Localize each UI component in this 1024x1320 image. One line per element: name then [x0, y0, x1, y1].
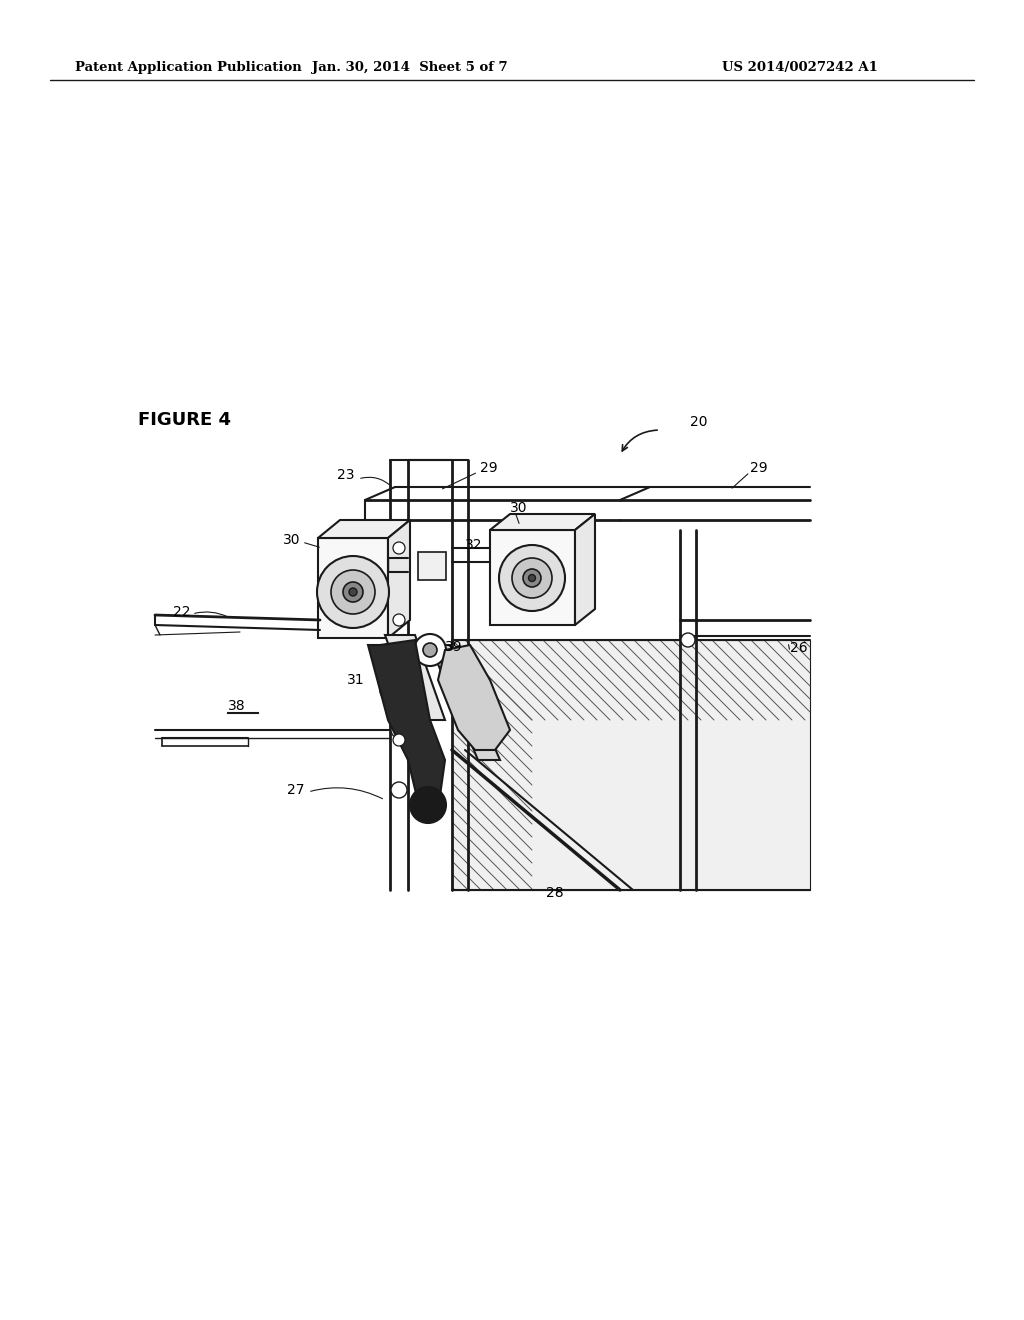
Polygon shape: [452, 640, 810, 890]
Text: FIGURE 4: FIGURE 4: [138, 411, 231, 429]
Circle shape: [523, 569, 541, 587]
Circle shape: [391, 781, 407, 799]
Text: 30: 30: [510, 502, 527, 515]
Text: 39: 39: [445, 640, 463, 653]
Circle shape: [414, 634, 446, 667]
Bar: [318, 539, 388, 638]
Circle shape: [386, 686, 394, 694]
Text: 20: 20: [690, 414, 708, 429]
Text: 30: 30: [283, 533, 300, 546]
Polygon shape: [575, 513, 595, 624]
Text: 22: 22: [172, 605, 190, 619]
Text: Jan. 30, 2014  Sheet 5 of 7: Jan. 30, 2014 Sheet 5 of 7: [312, 62, 508, 74]
Polygon shape: [430, 645, 500, 760]
Circle shape: [380, 680, 400, 700]
Polygon shape: [388, 520, 410, 638]
Bar: [490, 531, 575, 624]
Circle shape: [343, 582, 362, 602]
Text: 28: 28: [546, 886, 564, 900]
Circle shape: [349, 587, 357, 597]
Circle shape: [393, 614, 406, 626]
Circle shape: [393, 734, 406, 746]
Circle shape: [393, 543, 406, 554]
Text: 23: 23: [338, 469, 355, 482]
Circle shape: [410, 787, 446, 822]
Text: 32: 32: [465, 539, 482, 552]
Text: 31: 31: [347, 673, 365, 686]
Circle shape: [681, 634, 695, 647]
Polygon shape: [318, 520, 410, 539]
Bar: [418, 552, 446, 579]
Text: 29: 29: [480, 461, 498, 475]
Circle shape: [528, 574, 536, 582]
Text: 26: 26: [790, 642, 808, 655]
Circle shape: [317, 556, 389, 628]
Polygon shape: [385, 635, 445, 719]
Circle shape: [499, 545, 565, 611]
Circle shape: [512, 558, 552, 598]
Polygon shape: [368, 640, 445, 810]
Text: Patent Application Publication: Patent Application Publication: [75, 62, 302, 74]
Text: 29: 29: [750, 461, 768, 475]
Circle shape: [391, 722, 407, 738]
Circle shape: [331, 570, 375, 614]
Text: 38: 38: [228, 700, 246, 713]
Text: 27: 27: [288, 783, 305, 797]
Circle shape: [423, 643, 437, 657]
Polygon shape: [438, 645, 510, 750]
Polygon shape: [490, 513, 595, 531]
Text: US 2014/0027242 A1: US 2014/0027242 A1: [722, 62, 878, 74]
